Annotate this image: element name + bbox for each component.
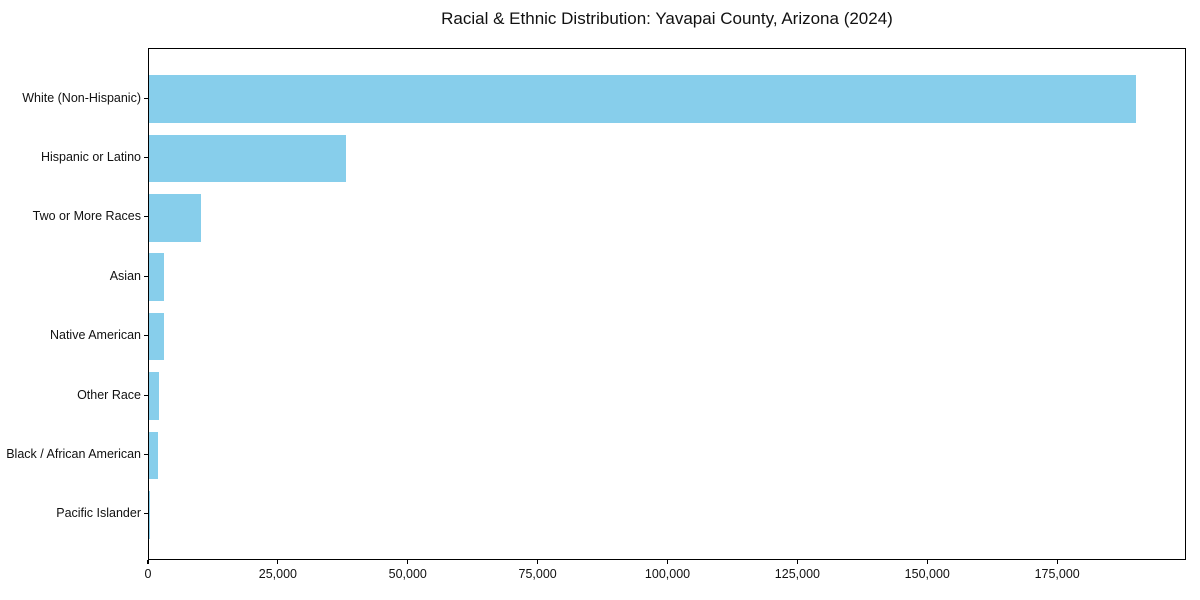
x-tick-mark <box>926 560 928 564</box>
x-tick-mark <box>147 560 149 564</box>
x-tick-label: 0 <box>144 567 152 581</box>
y-tick-label: Asian <box>109 268 141 283</box>
x-tick-mark <box>1056 560 1058 564</box>
y-tick-mark <box>144 275 148 277</box>
y-tick-mark <box>144 394 148 396</box>
x-tick-mark <box>666 560 669 564</box>
x-tick-label: 125,000 <box>774 567 820 581</box>
x-tick-label: 50,000 <box>388 567 427 581</box>
y-tick-label: Other Race <box>77 387 141 402</box>
y-tick-mark <box>144 216 148 218</box>
chart-title: Racial & Ethnic Distribution: Yavapai Co… <box>441 9 893 28</box>
y-tick-mark <box>144 335 148 337</box>
x-tick-label: 100,000 <box>644 567 691 581</box>
y-tick-mark <box>144 513 148 515</box>
x-tick-mark <box>407 560 409 564</box>
y-tick-label: Native American <box>49 328 141 343</box>
bar <box>149 134 347 183</box>
x-tick-mark <box>537 560 539 564</box>
x-tick-label: 75,000 <box>518 567 557 581</box>
y-tick-mark <box>144 453 148 456</box>
y-tick-label: White (Non-Hispanic) <box>22 90 141 105</box>
x-tick-label: 150,000 <box>904 567 950 581</box>
x-tick-label: 25,000 <box>258 567 297 581</box>
bar <box>149 194 201 242</box>
y-tick-label: Pacific Islander <box>56 506 141 521</box>
y-tick-mark <box>144 156 148 159</box>
bar <box>149 491 151 539</box>
bar <box>149 253 165 301</box>
bar <box>149 431 159 480</box>
x-tick-mark <box>796 560 798 564</box>
bar <box>149 372 159 420</box>
plot-area <box>148 48 1186 560</box>
x-tick-label: 175,000 <box>1034 567 1080 581</box>
y-tick-label: Two or More Races <box>32 209 141 224</box>
x-tick-mark <box>277 560 279 564</box>
y-tick-mark <box>144 97 148 99</box>
bar <box>149 312 164 361</box>
y-tick-label: Hispanic or Latino <box>40 149 141 164</box>
bar <box>149 75 1137 123</box>
y-tick-label: Black / African American <box>6 446 141 461</box>
